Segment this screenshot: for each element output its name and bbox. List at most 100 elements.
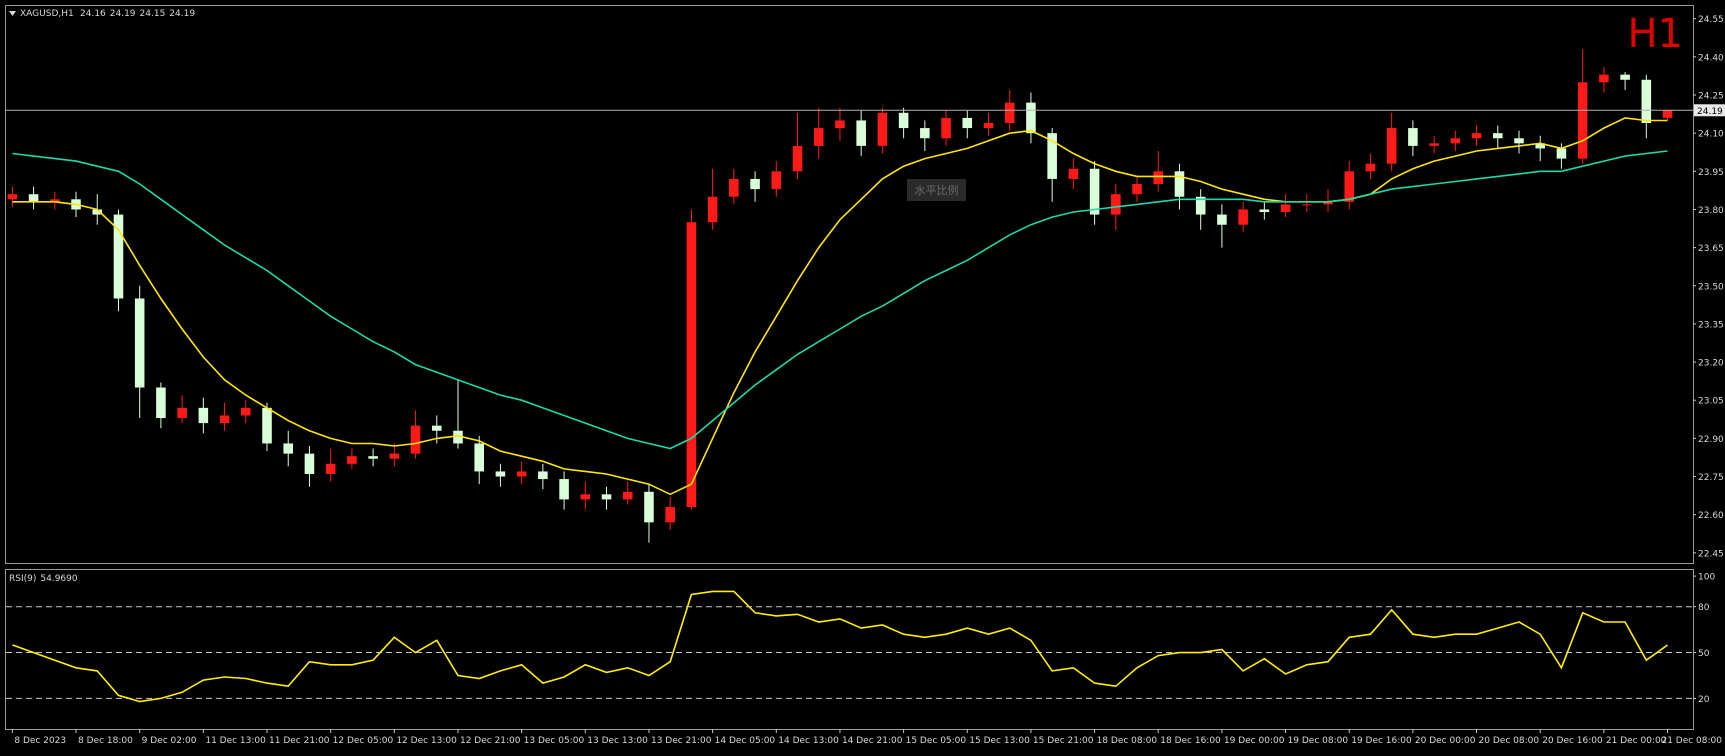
candle-body: [1365, 163, 1376, 172]
candle-body: [1450, 138, 1461, 144]
candle-body: [156, 387, 166, 419]
x-tick-label: 15 Dec 05:00: [906, 736, 967, 746]
main-panel-frame: [5, 5, 1694, 564]
x-tick-label: 19 Dec 00:00: [1224, 736, 1285, 746]
candle-body: [134, 298, 145, 388]
candle-body: [431, 425, 442, 431]
x-tick-label: 13 Dec 21:00: [651, 736, 712, 746]
candle-body: [1238, 209, 1248, 225]
x-tick-label: 19 Dec 08:00: [1288, 736, 1349, 746]
x-tick-label: 9 Dec 02:00: [142, 736, 197, 746]
y-tick-label: 23.05: [1698, 397, 1724, 407]
candle-body: [50, 199, 60, 202]
candle-body: [644, 491, 654, 523]
candle-body: [1174, 171, 1185, 197]
candle-body: [262, 407, 272, 444]
y-tick-label: 22.90: [1698, 435, 1724, 445]
candle-body: [325, 463, 336, 474]
x-tick-label: 18 Dec 08:00: [1097, 736, 1158, 746]
y-tick-label: 22.45: [1698, 549, 1724, 559]
candle-body: [113, 214, 124, 299]
x-tick-label: 14 Dec 05:00: [715, 736, 776, 746]
candle-body: [28, 194, 39, 202]
candle-body: [729, 178, 739, 197]
y-tick-label: 23.20: [1698, 359, 1724, 369]
candle-body: [1514, 138, 1524, 144]
candle-body: [92, 209, 103, 215]
y-tick-label: 20: [1698, 695, 1710, 705]
y-tick-label: 23.65: [1698, 244, 1724, 254]
candle-body: [198, 407, 209, 424]
candle-body: [1004, 102, 1015, 123]
candle-body: [453, 430, 463, 444]
candle-body: [1047, 133, 1057, 179]
x-tick-label: 14 Dec 13:00: [778, 736, 839, 746]
series-line: [12, 150, 1668, 450]
menu-triangle: [9, 11, 16, 16]
rsi-last-value: 54.9690: [40, 574, 77, 584]
candle-body: [283, 443, 294, 454]
current-price-box: [1694, 104, 1725, 117]
series-line: [12, 590, 1668, 703]
header-high: 24.19: [110, 9, 136, 19]
candle-body: [1259, 209, 1270, 213]
candle-body: [219, 415, 230, 424]
y-tick-label: 23.50: [1698, 282, 1724, 292]
candle-body: [1153, 171, 1164, 185]
y-tick-label: 23.95: [1698, 168, 1724, 178]
candle-body: [516, 471, 527, 477]
candle-body: [920, 128, 930, 139]
candle-body: [1026, 102, 1036, 134]
candle-body: [962, 117, 973, 129]
y-tick-label: 23.35: [1698, 320, 1724, 330]
x-tick-label: 19 Dec 16:00: [1351, 736, 1412, 746]
candle-body: [1217, 214, 1227, 225]
candle-body: [1471, 133, 1482, 139]
candle-body: [813, 128, 824, 146]
x-tick-label: 14 Dec 21:00: [842, 736, 903, 746]
candle-body: [1132, 184, 1142, 195]
candle-body: [1089, 168, 1100, 215]
candle-body: [1195, 196, 1206, 215]
candle-body: [1493, 133, 1503, 139]
candle-body: [771, 171, 782, 190]
current-price-label: 24.19: [1697, 107, 1723, 117]
x-tick-label: 15 Dec 21:00: [1033, 736, 1094, 746]
candle-body: [1302, 204, 1312, 206]
y-tick-label: 24.10: [1698, 130, 1724, 140]
header-open: 24.16: [80, 9, 106, 19]
series-line: [12, 117, 1668, 496]
y-tick-label: 22.75: [1698, 473, 1724, 483]
y-tick-label: 24.40: [1698, 53, 1724, 63]
candle-body: [559, 479, 569, 500]
candle-body: [580, 494, 591, 500]
rsi-panel-frame: [5, 569, 1694, 730]
x-tick-label: 12 Dec 13:00: [396, 736, 457, 746]
candle-body: [410, 425, 421, 454]
y-tick-label: 24.25: [1698, 92, 1724, 102]
candle-body: [856, 120, 866, 146]
candle-body: [7, 194, 18, 200]
rsi-name: RSI(9): [9, 574, 36, 584]
candle-body: [495, 471, 506, 477]
candle-body: [1068, 168, 1079, 179]
candle-body: [1429, 143, 1439, 146]
x-tick-label: 8 Dec 18:00: [78, 736, 133, 746]
candle-body: [1577, 82, 1588, 159]
symbol: XAGUSD,H1: [20, 9, 74, 19]
x-tick-label: 11 Dec 13:00: [205, 736, 266, 746]
x-tick-label: 21 Dec 00:00: [1606, 736, 1667, 746]
watermark: 水平比例: [915, 183, 959, 197]
y-tick-label: 80: [1698, 603, 1710, 613]
candle-body: [686, 222, 697, 508]
candle-body: [389, 453, 400, 459]
candle-body: [1386, 128, 1397, 164]
x-tick-label: 20 Dec 16:00: [1542, 736, 1603, 746]
candle-body: [1535, 143, 1545, 149]
candle-body: [792, 145, 803, 172]
candle-body: [177, 407, 187, 419]
x-tick-label: 13 Dec 13:00: [587, 736, 648, 746]
